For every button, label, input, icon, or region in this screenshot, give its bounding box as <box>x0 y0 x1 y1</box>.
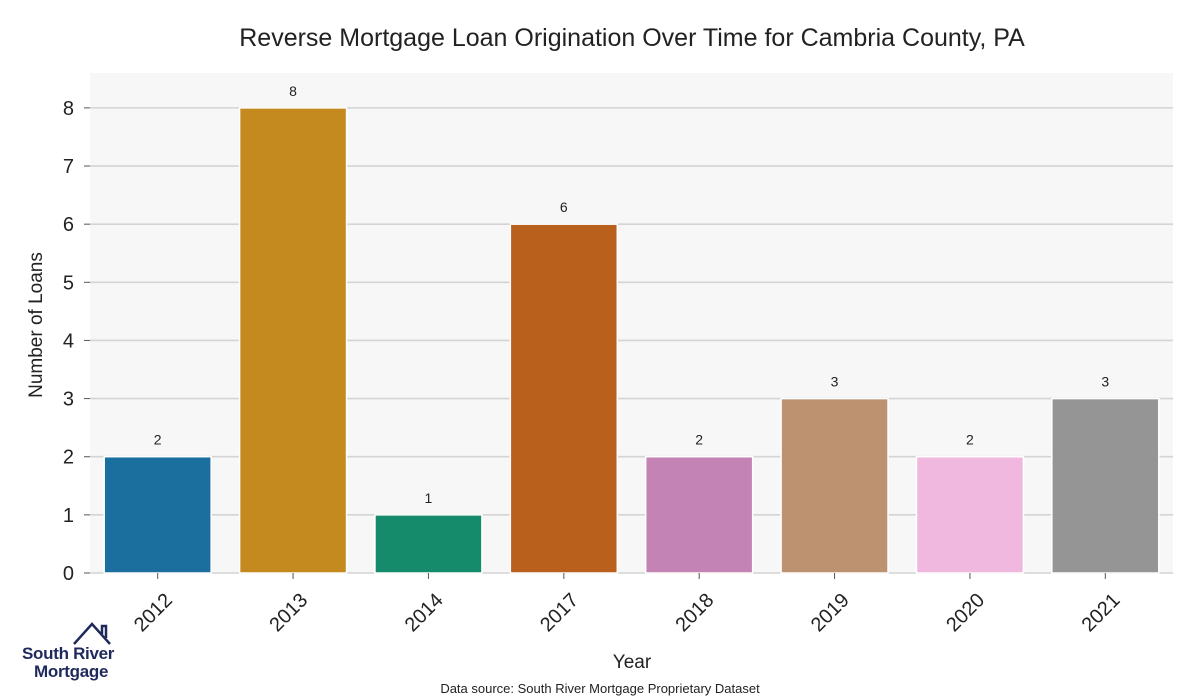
y-tick-label: 2 <box>63 447 74 469</box>
bars <box>103 107 1160 574</box>
bar-2020 <box>915 455 1025 574</box>
x-axis-ticks: 2012 2013 2014 2017 2018 2019 2020 2021 <box>130 573 1125 636</box>
x-tick-label: 2021 <box>1078 589 1125 636</box>
company-logo: South River Mortgage <box>18 620 128 681</box>
data-label-2021: 3 <box>1101 374 1109 390</box>
x-tick-label: 2014 <box>401 589 448 636</box>
y-tick-label: 8 <box>63 98 74 120</box>
y-tick-label: 6 <box>63 214 74 236</box>
data-source-note: Data source: South River Mortgage Propri… <box>440 681 760 696</box>
y-tick-label: 4 <box>63 330 74 352</box>
data-label-2014: 1 <box>425 490 433 506</box>
logo-text-line2: Mortgage <box>34 662 109 681</box>
y-tick-label: 7 <box>63 156 74 178</box>
x-tick-label: 2018 <box>671 589 718 636</box>
chart-title: Reverse Mortgage Loan Origination Over T… <box>239 24 1025 52</box>
y-tick-label: 5 <box>63 272 74 294</box>
data-labels: 2 8 1 6 2 3 2 3 <box>154 83 1110 506</box>
data-label-2019: 3 <box>831 374 839 390</box>
x-tick-label: 2017 <box>536 589 583 636</box>
bar-2019 <box>780 397 889 574</box>
bar-2012 <box>103 455 212 574</box>
x-tick-label: 2013 <box>265 589 312 636</box>
logo-text-line1: South River <box>22 644 115 663</box>
bar-2021 <box>1051 397 1160 574</box>
data-label-2020: 2 <box>966 432 974 448</box>
bar-2017 <box>509 223 619 574</box>
bar-2013 <box>238 107 348 574</box>
data-label-2013: 8 <box>289 83 297 99</box>
bar-2014 <box>374 514 483 574</box>
y-tick-label: 0 <box>63 563 74 585</box>
data-label-2017: 6 <box>560 199 568 215</box>
data-label-2012: 2 <box>154 432 162 448</box>
data-label-2018: 2 <box>695 432 703 448</box>
x-tick-label: 2019 <box>807 589 854 636</box>
y-axis-ticks: 0 1 2 3 4 5 6 7 8 <box>63 98 90 585</box>
house-icon <box>73 622 111 645</box>
y-tick-label: 1 <box>63 505 74 527</box>
y-axis-label: Number of Loans <box>26 252 47 398</box>
x-axis-label: Year <box>613 652 652 673</box>
bar-2018 <box>644 455 754 574</box>
y-tick-label: 3 <box>63 389 74 411</box>
x-tick-label: 2012 <box>130 589 177 636</box>
x-tick-label: 2020 <box>942 589 989 636</box>
